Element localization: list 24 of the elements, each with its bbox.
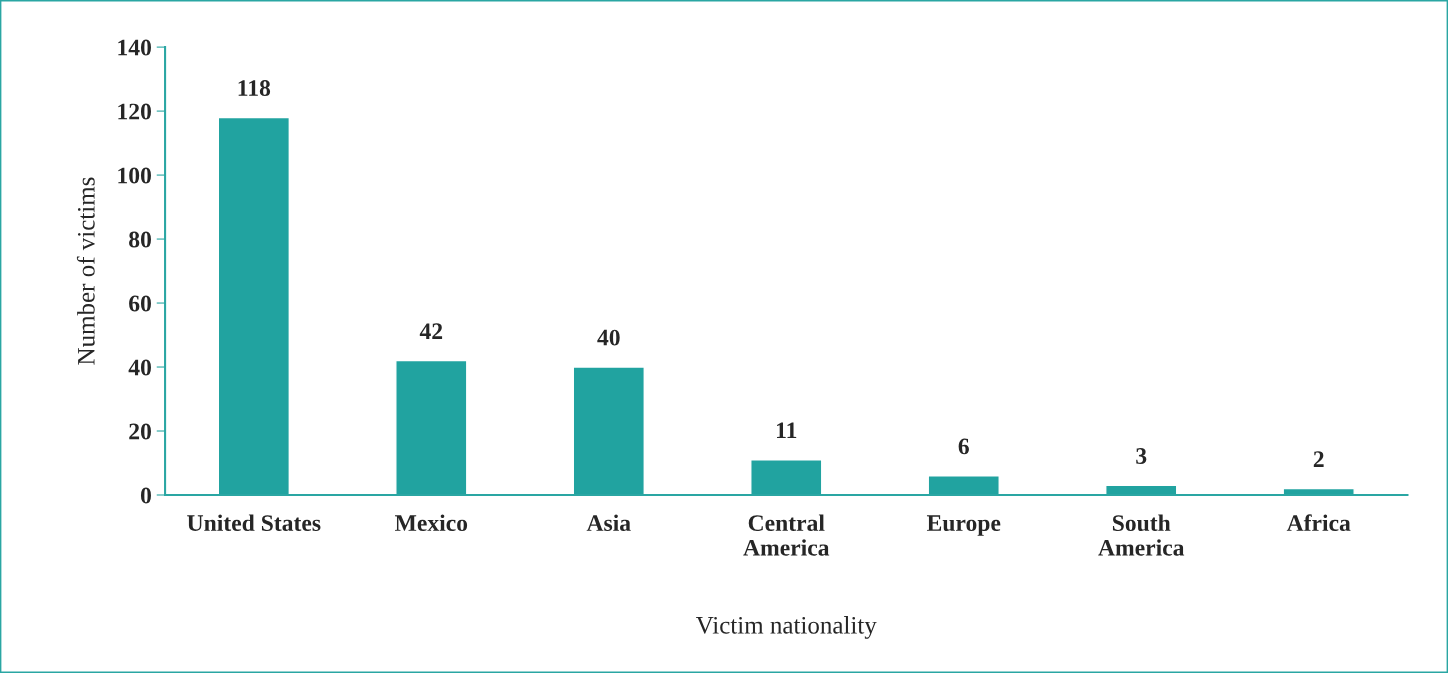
data-label: 42 <box>419 323 443 339</box>
y-tick-label: 120 <box>118 103 151 120</box>
y-tick-label: 80 <box>129 231 151 248</box>
data-label: 6 <box>958 438 969 455</box>
y-tick-label: 100 <box>118 167 151 184</box>
x-tick-label: South America <box>1098 514 1185 556</box>
data-label: 3 <box>1136 448 1147 464</box>
x-tick-label: Central America <box>743 514 830 556</box>
x-tick-label: Asia <box>586 514 631 532</box>
data-label: 40 <box>597 329 620 346</box>
x-axis-title: Victim nationality <box>695 616 877 639</box>
x-tick-label: Africa <box>1286 514 1351 532</box>
data-label: 118 <box>238 80 271 97</box>
x-tick-label: Mexico <box>394 514 468 532</box>
y-axis-title: Number of victims <box>76 177 95 365</box>
y-tick-label: 20 <box>129 423 151 440</box>
y-tick-label: 60 <box>129 295 151 312</box>
data-label: 2 <box>1313 451 1324 467</box>
data-label: 11 <box>777 422 797 439</box>
x-tick-label: United States <box>187 514 321 532</box>
y-tick-label: 0 <box>140 487 151 504</box>
y-tick-label: 40 <box>128 359 151 376</box>
y-tick-label: 140 <box>118 39 151 56</box>
x-tick-label: Europe <box>926 515 1001 536</box>
